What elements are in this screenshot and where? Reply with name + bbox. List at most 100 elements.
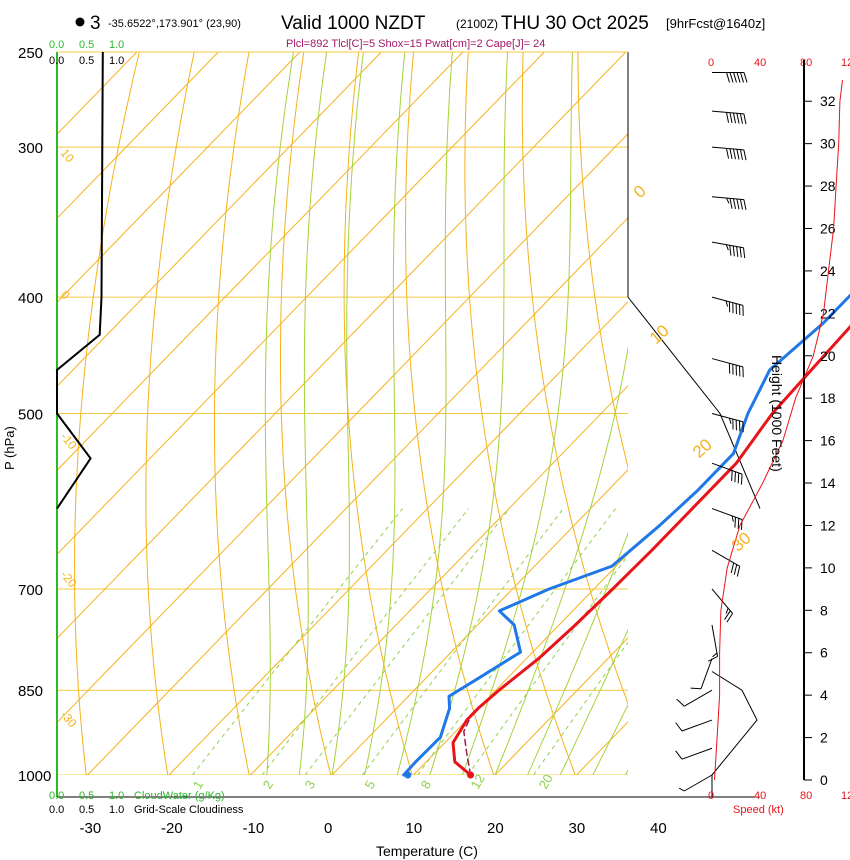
wind-barb-staff bbox=[711, 110, 744, 115]
dry-adiabat-line bbox=[280, 52, 332, 775]
wind-barb-staff bbox=[711, 146, 744, 151]
temperature-tick-label: 0 bbox=[324, 820, 332, 837]
wind-barb-staff bbox=[711, 549, 740, 567]
wind-barb-staff bbox=[711, 462, 743, 475]
wind-barb bbox=[711, 146, 747, 161]
wind-barb-flag bbox=[731, 470, 733, 482]
moist-adiabat-line bbox=[494, 345, 628, 775]
valid-time-title: Valid 1000 NZDT bbox=[281, 13, 426, 34]
height-tick-label: 28 bbox=[820, 178, 836, 194]
speed-bottom-tick: 40 bbox=[754, 790, 766, 802]
moist-adiabat-line bbox=[559, 628, 628, 775]
valid-date: THU 30 Oct 2025 bbox=[501, 13, 649, 34]
height-axis-label: Height (1000 Feet) bbox=[769, 355, 785, 472]
wind-barb-staff bbox=[711, 241, 744, 249]
wind-barb-flag bbox=[724, 610, 731, 620]
pressure-tick-label: 500 bbox=[18, 407, 43, 424]
isotherm-line bbox=[57, 52, 382, 388]
wind-barb-staff bbox=[711, 358, 744, 368]
wind-barb-flag bbox=[732, 245, 735, 257]
dry-adiabat-line bbox=[343, 52, 413, 775]
wind-barb-flag bbox=[743, 72, 748, 83]
wind-barb-flag bbox=[728, 418, 732, 424]
wind-barb-flag bbox=[676, 698, 685, 707]
station-number: 3 bbox=[90, 13, 101, 34]
moist-adiabat-line bbox=[364, 52, 406, 775]
moist-adiabat-line bbox=[331, 52, 364, 775]
wind-barb-flag bbox=[734, 517, 736, 528]
isotherm-line bbox=[57, 133, 628, 724]
wind-barb-flag bbox=[736, 198, 740, 210]
height-tick-label: 8 bbox=[820, 602, 828, 618]
height-tick-label: 4 bbox=[820, 687, 828, 703]
wind-barb-flag bbox=[726, 72, 730, 83]
wind-barb bbox=[711, 588, 733, 623]
temperature-tick-label: -30 bbox=[80, 820, 102, 837]
cloudiness-bottom-tick: 1.0 bbox=[109, 804, 124, 816]
cloudwater-top-tick: 0.0 bbox=[49, 39, 64, 51]
height-tick-label: 26 bbox=[820, 220, 836, 236]
isotherm-line bbox=[57, 52, 301, 304]
wind-barb-staff bbox=[711, 624, 719, 657]
wind-barb bbox=[708, 624, 719, 662]
wind-barb-staff bbox=[700, 658, 713, 689]
wind-barb-flag bbox=[675, 722, 683, 732]
mixing-ratio-label: 3 bbox=[302, 778, 319, 792]
cloudiness-bottom-tick: 0.5 bbox=[79, 804, 94, 816]
height-tick-label: 14 bbox=[820, 475, 836, 491]
wind-barb-flag bbox=[729, 112, 733, 123]
isotherm-line bbox=[250, 385, 628, 775]
wind-barb bbox=[678, 774, 713, 792]
pressure-tick-label: 400 bbox=[18, 290, 43, 307]
isotherm-line bbox=[168, 301, 628, 775]
isotherm-line bbox=[331, 469, 628, 775]
wind-barb-staff bbox=[711, 296, 744, 306]
wind-barb-staff bbox=[684, 689, 713, 707]
mixing-ratio-label: 20 bbox=[536, 771, 556, 791]
wind-barb-flag bbox=[743, 199, 747, 210]
dry-adiabat-label: -10 bbox=[58, 430, 80, 453]
height-tick-label: 18 bbox=[820, 390, 836, 406]
mixing-ratio-label: 2 bbox=[260, 778, 277, 792]
cloudiness-top-tick: 0.5 bbox=[79, 55, 94, 67]
wind-barb bbox=[711, 413, 744, 433]
isotherm-line bbox=[87, 217, 628, 775]
moist-adiabat-line bbox=[592, 703, 628, 775]
temperature-tick-label: -10 bbox=[243, 820, 265, 837]
wind-barb-flag bbox=[743, 149, 747, 161]
dry-adiabat-line bbox=[213, 52, 250, 775]
wind-barb-staff bbox=[681, 747, 713, 760]
cloudwater-top-tick: 1.0 bbox=[109, 39, 124, 51]
wind-barb-flag bbox=[743, 113, 747, 125]
wind-barb-flag bbox=[740, 474, 743, 485]
dry-adiabat-label: -30 bbox=[58, 708, 80, 731]
plot-frame bbox=[56, 51, 760, 798]
wind-barb bbox=[711, 110, 747, 125]
wind-barb-flag bbox=[739, 199, 743, 210]
station-dot-icon bbox=[75, 17, 85, 27]
wind-barb-flag bbox=[736, 149, 740, 160]
wind-barb-flag bbox=[743, 247, 746, 259]
mixing-ratio-line bbox=[261, 508, 469, 775]
wind-barb bbox=[690, 658, 713, 690]
isotherm-line bbox=[658, 52, 850, 775]
mixing-ratio-line bbox=[304, 508, 510, 775]
wind-barb bbox=[711, 196, 747, 210]
temperature-tick-label: 30 bbox=[569, 820, 586, 837]
dry-adiabat-line bbox=[521, 52, 628, 705]
wind-barb bbox=[712, 71, 748, 83]
temperature-profile-line bbox=[451, 324, 850, 777]
wind-barb-staff bbox=[711, 413, 744, 423]
forecast-hour: [9hrFcst@1640z] bbox=[666, 16, 765, 31]
height-tick-label: 16 bbox=[820, 433, 836, 449]
wind-barb-flag bbox=[733, 72, 737, 83]
pressure-tick-label: 300 bbox=[18, 140, 43, 157]
speed-bottom-tick: 0 bbox=[708, 790, 714, 802]
cloudiness-profile-line bbox=[56, 51, 104, 510]
wind-barb-flag bbox=[732, 198, 737, 209]
cloudwater-bottom-tick: 0.0 bbox=[49, 790, 64, 802]
wind-barb-flag bbox=[737, 472, 740, 484]
wind-barb bbox=[675, 747, 713, 760]
cloudiness-panel: 0.0 0.0 0.5 0.5 1.0 1.0 0.0 0.0 0.5 0.5 1.0 1.0 Clou… bbox=[49, 39, 244, 816]
